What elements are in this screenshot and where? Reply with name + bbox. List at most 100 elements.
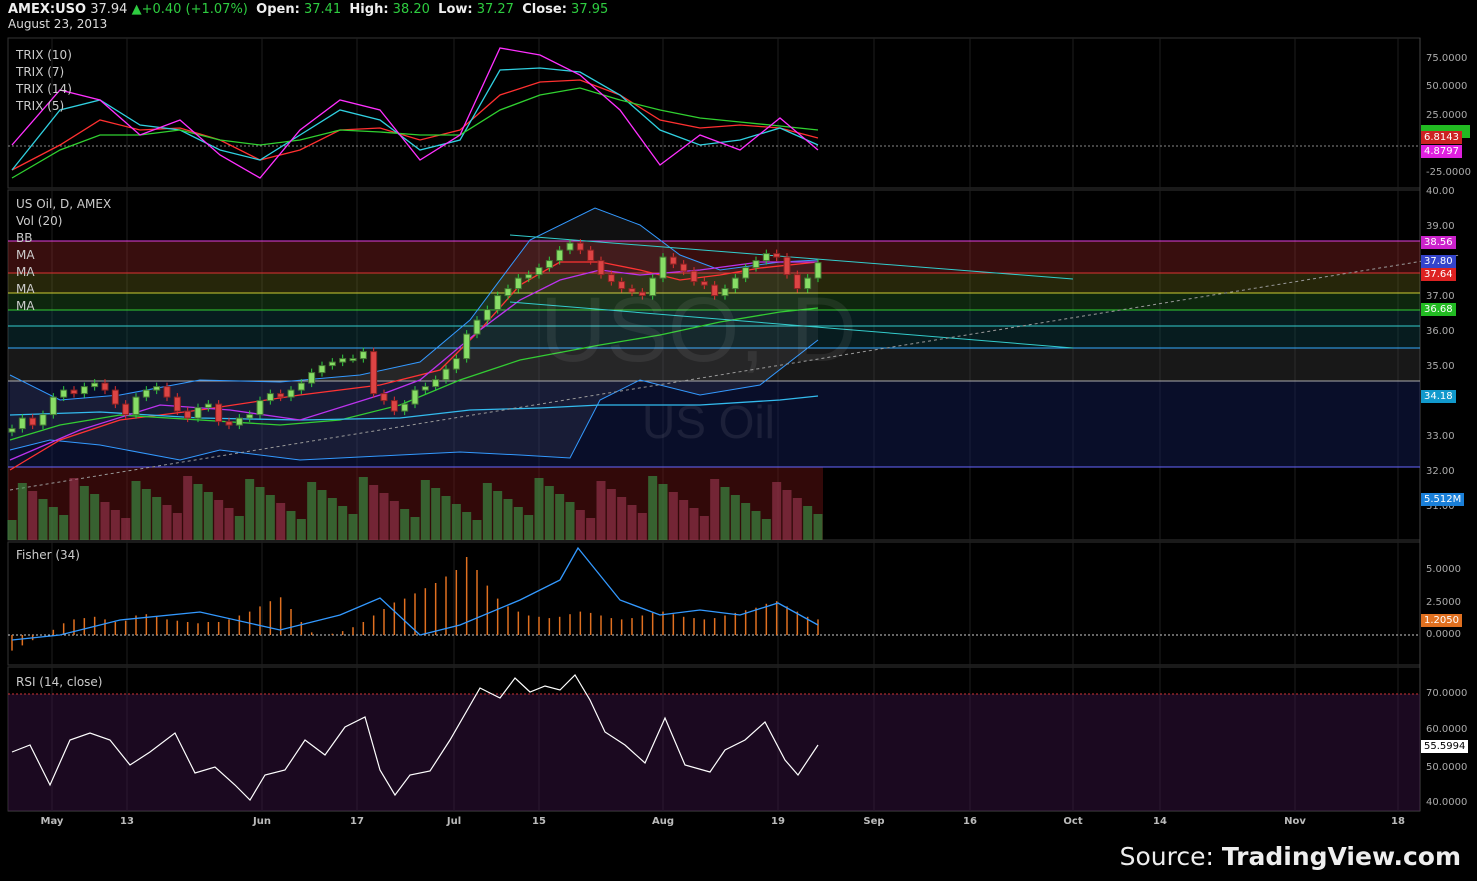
- candle-body: [804, 277, 812, 290]
- rsi-band: [8, 694, 1420, 811]
- ma-label: MA: [16, 248, 35, 262]
- volume-bar: [162, 505, 172, 540]
- volume-bar: [689, 508, 699, 540]
- candle-body: [328, 361, 336, 367]
- watermark-name: US Oil: [642, 396, 775, 448]
- volume-bar: [327, 498, 337, 540]
- volume-bar: [110, 510, 120, 540]
- candle-body: [101, 382, 109, 391]
- pane-border: [7, 37, 1421, 189]
- trix-value-tag: 6.8143: [1421, 131, 1462, 144]
- trix-7-line: [11, 67, 819, 171]
- candle-body: [607, 274, 615, 283]
- x-axis-label: Sep: [863, 816, 885, 827]
- volume-bar: [710, 479, 720, 540]
- volume-bar: [79, 486, 89, 540]
- candle-body: [142, 389, 150, 398]
- volume-bar: [606, 489, 616, 540]
- volume-bar: [17, 483, 27, 540]
- volume-tag: 5.512M: [1421, 493, 1465, 506]
- volume-bar: [400, 509, 410, 540]
- symbol-header: AMEX:USO 37.94 ▲+0.40 (+1.07%) Open: 37.…: [8, 2, 608, 17]
- volume-bar: [544, 486, 554, 540]
- volume-bar: [317, 490, 327, 540]
- x-axis-label: 14: [1153, 816, 1167, 827]
- candle-body: [29, 417, 37, 426]
- volume-bar: [679, 500, 689, 540]
- volume-bar: [648, 476, 658, 540]
- x-axis-label: 15: [532, 816, 546, 827]
- high-value: 38.20: [392, 2, 430, 17]
- volume-bar: [48, 507, 58, 540]
- candle-body: [60, 389, 68, 398]
- volume-bar: [152, 497, 162, 540]
- volume-bar: [410, 517, 420, 540]
- watermark-symbol: USO, D: [540, 279, 857, 381]
- candle-body: [452, 358, 460, 370]
- zone-band: [8, 348, 1420, 381]
- volume-bar: [658, 484, 668, 540]
- rsi-label: RSI (14, close): [16, 675, 103, 689]
- volume-bar: [389, 501, 399, 540]
- x-axis-label: Aug: [651, 816, 675, 827]
- candle-body: [731, 277, 739, 290]
- close-label: Close:: [522, 2, 567, 17]
- candle-body: [370, 351, 378, 395]
- volume-bar: [441, 496, 451, 540]
- rsi-tick: 50.0000: [1426, 762, 1468, 773]
- candle-body: [49, 396, 57, 416]
- volume-bar: [59, 515, 69, 540]
- candle-body: [535, 267, 543, 276]
- trix-5-label: TRIX (5): [16, 99, 65, 113]
- volume-bar: [121, 518, 131, 540]
- candle-body: [184, 410, 192, 419]
- volume-bar: [234, 516, 244, 540]
- candle-body: [215, 403, 223, 423]
- volume-bar: [38, 499, 48, 540]
- zone-band: [8, 293, 1420, 310]
- ma-label: MA: [16, 299, 35, 313]
- candle-body: [700, 281, 708, 286]
- candle-body: [587, 249, 595, 262]
- volume-bar: [792, 498, 802, 540]
- volume-bar: [172, 513, 182, 540]
- candle-body: [432, 379, 440, 388]
- candle-body: [711, 284, 719, 297]
- volume-bar: [482, 483, 492, 540]
- volume-bar: [90, 494, 100, 540]
- bollinger-lower: [9, 339, 819, 461]
- candle-body: [814, 262, 822, 279]
- volume-bar: [358, 477, 368, 540]
- volume-bar: [183, 476, 193, 540]
- fisher-tick: 2.5000: [1426, 597, 1461, 608]
- volume-bar: [524, 515, 534, 540]
- candle-body: [256, 400, 264, 416]
- volume-bar: [761, 519, 771, 540]
- volume-bar: [668, 492, 678, 540]
- volume-bar: [193, 484, 203, 540]
- volume-bar: [617, 497, 627, 540]
- volume-label: Vol (20): [16, 214, 63, 228]
- bb-lower-tag: 34.18: [1421, 390, 1456, 403]
- candle-body: [153, 386, 161, 391]
- rsi-tick: 40.0000: [1426, 797, 1468, 808]
- x-axis-label: 16: [963, 816, 977, 827]
- volume-bar: [596, 481, 606, 540]
- volume-bar: [214, 500, 224, 540]
- price-tick: 39.00: [1426, 221, 1455, 232]
- trix-tick: 75.0000: [1426, 53, 1468, 64]
- price-change: +0.40 (+1.07%): [141, 2, 248, 17]
- candle-body: [297, 382, 305, 391]
- fisher-label: Fisher (34): [16, 548, 80, 562]
- candle-body: [504, 288, 512, 297]
- volume-bar: [586, 518, 596, 540]
- candle-body: [225, 421, 233, 426]
- trix-tick: 25.0000: [1426, 110, 1468, 121]
- candle-body: [173, 396, 181, 412]
- volume-bar: [348, 514, 358, 540]
- close-value: 37.95: [571, 2, 609, 17]
- volume-bar: [7, 520, 17, 540]
- rsi-value-tag: 55.5994: [1421, 740, 1469, 753]
- volume-bar: [772, 482, 782, 540]
